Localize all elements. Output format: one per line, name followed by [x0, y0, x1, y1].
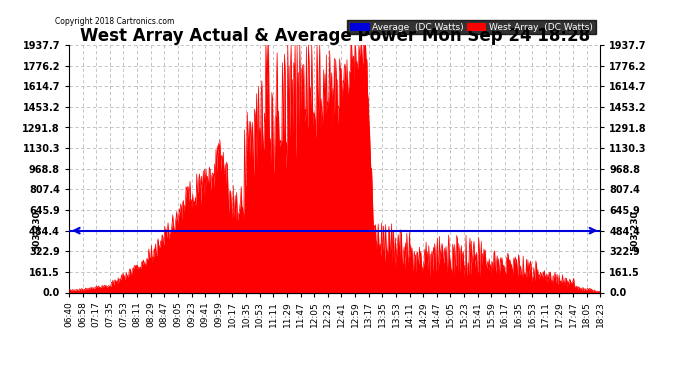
- Title: West Array Actual & Average Power Mon Sep 24 18:28: West Array Actual & Average Power Mon Se…: [79, 27, 590, 45]
- Text: Copyright 2018 Cartronics.com: Copyright 2018 Cartronics.com: [55, 17, 175, 26]
- Text: 503.230: 503.230: [32, 210, 41, 251]
- Text: 503.230: 503.230: [631, 210, 640, 251]
- Legend: Average  (DC Watts), West Array  (DC Watts): Average (DC Watts), West Array (DC Watts…: [347, 20, 595, 34]
